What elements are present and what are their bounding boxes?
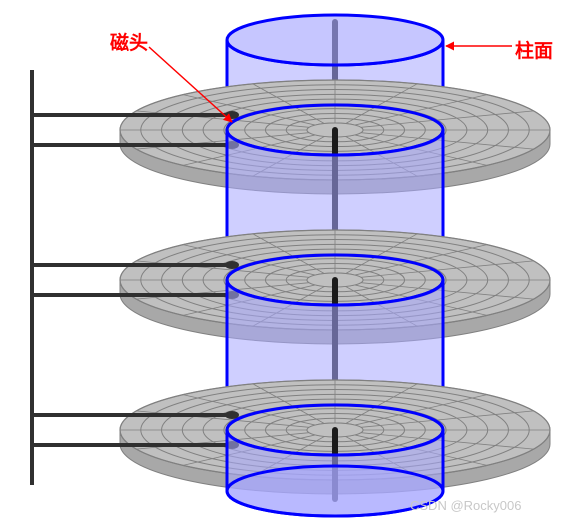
watermark-text: CSDN @Rocky006	[410, 498, 521, 513]
cylinder-label: 柱面	[515, 36, 553, 63]
head-label: 磁头	[110, 28, 148, 55]
